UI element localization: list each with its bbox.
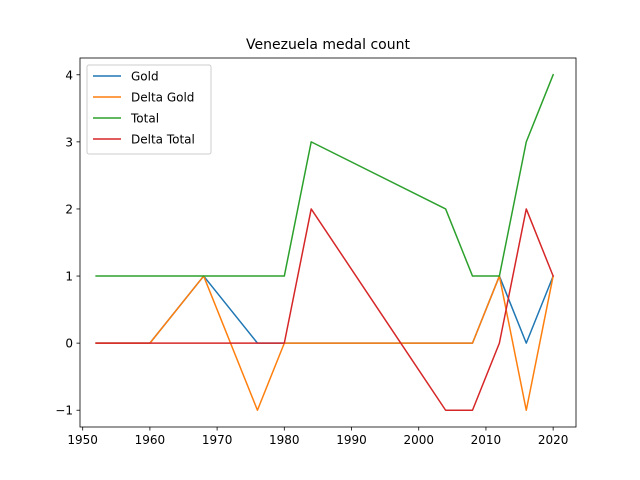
legend: Gold Delta Gold Total Delta Total xyxy=(86,64,212,155)
x-tick-label-4: 1990 xyxy=(336,433,367,447)
series-line-3 xyxy=(95,208,555,411)
legend-label-3: Delta Total xyxy=(131,133,195,147)
y-tick-label-5: 4 xyxy=(65,68,73,82)
y-tick-label-4: 3 xyxy=(65,135,73,149)
x-tick-label-3: 1980 xyxy=(269,433,300,447)
legend-box xyxy=(86,64,212,155)
y-tick-label-2: 1 xyxy=(65,270,73,284)
y-tick-label-0: −1 xyxy=(55,404,73,418)
x-tick-label-0: 1950 xyxy=(67,433,98,447)
legend-label-2: Total xyxy=(130,112,159,126)
y-tick-label-1: 0 xyxy=(65,337,73,351)
series-line-0 xyxy=(95,275,555,344)
series-line-2 xyxy=(95,73,555,277)
legend-label-0: Gold xyxy=(131,70,159,84)
series-line-1 xyxy=(95,275,555,411)
plot-area xyxy=(95,73,555,411)
axes: 1950 1960 1970 1980 1990 2000 2010 2020 −1 0 1 2 3 4 xyxy=(55,57,577,447)
x-tick-label-2: 1970 xyxy=(202,433,233,447)
x-tick-label-5: 2000 xyxy=(403,433,434,447)
axes-frame xyxy=(79,57,577,428)
x-tick-label-6: 2010 xyxy=(471,433,502,447)
legend-label-1: Delta Gold xyxy=(131,91,194,105)
x-tick-label-7: 2020 xyxy=(538,433,569,447)
y-tick-label-3: 2 xyxy=(65,202,73,216)
x-tick-label-1: 1960 xyxy=(135,433,166,447)
chart-title: Venezuela medal count xyxy=(246,37,410,53)
